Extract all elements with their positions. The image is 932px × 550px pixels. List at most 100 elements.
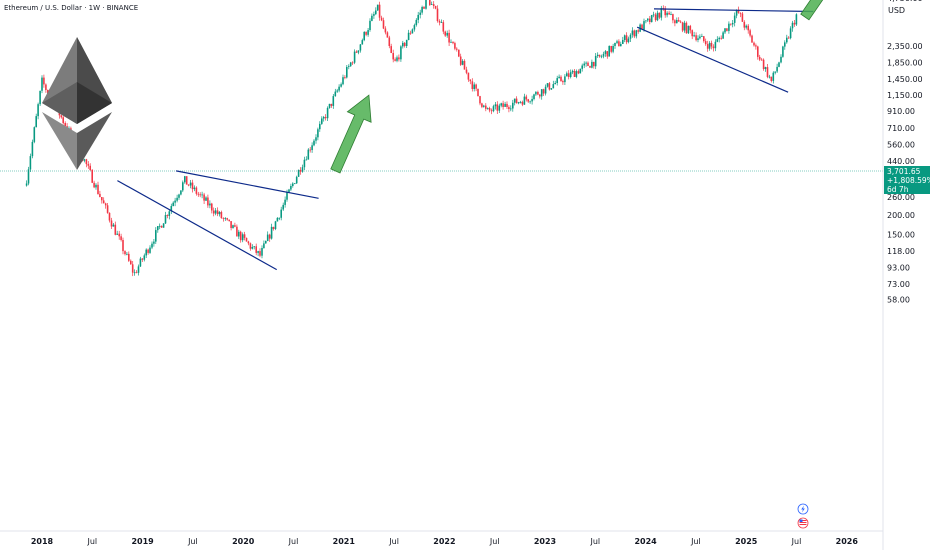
candle-body — [438, 21, 441, 23]
candle-body — [666, 12, 668, 16]
candle-body — [305, 159, 308, 161]
candle-body — [575, 71, 578, 77]
time-tick-label: Jul — [187, 537, 198, 546]
price-axis[interactable]: 22,000.0017,000.0013,000.0010,000.007,60… — [887, 0, 928, 305]
candle-body — [168, 211, 171, 216]
candle-body — [546, 83, 549, 87]
candle-body — [770, 76, 773, 81]
candle-body — [153, 241, 155, 244]
time-tick-label: 2026 — [836, 537, 859, 546]
candle-body — [216, 210, 219, 215]
time-axis[interactable]: 2018 Jul 2019 Jul 2020 Jul 2021 Jul 2022 Jul 2023 J… — [31, 537, 858, 546]
candle-body — [627, 38, 630, 43]
candle-body — [681, 22, 684, 31]
candle-body — [124, 251, 126, 255]
candle-body — [390, 46, 392, 53]
candle-body — [716, 39, 719, 42]
candle-body — [209, 203, 211, 206]
candle-body — [459, 56, 462, 65]
candle-body — [187, 184, 190, 186]
candle-body — [477, 88, 479, 97]
candle-body — [294, 183, 296, 185]
time-tick-label: Jul — [288, 537, 299, 546]
candle-body — [261, 248, 263, 256]
candle-body — [448, 32, 450, 43]
us-flag-icon[interactable] — [797, 517, 809, 529]
candle-body — [340, 84, 342, 87]
candle-body — [695, 35, 697, 41]
candle-body — [564, 76, 566, 83]
candle-body — [60, 115, 63, 118]
candle-body — [556, 78, 558, 83]
trendline[interactable] — [117, 180, 277, 271]
candle-body — [93, 182, 95, 188]
candle-body — [403, 42, 406, 46]
candle-body — [531, 99, 533, 102]
time-tick-label: 2018 — [31, 537, 54, 546]
candle-body — [351, 62, 354, 64]
candle-body — [488, 108, 491, 111]
candle-body — [786, 37, 788, 43]
candle-body — [668, 12, 670, 15]
candle-body — [110, 220, 113, 227]
candle-body — [245, 237, 248, 242]
candle-body — [604, 51, 607, 54]
candle-body — [344, 77, 346, 78]
price-tick-label: 1,450.00 — [887, 75, 923, 84]
candle-body — [114, 224, 117, 235]
candle-body — [255, 246, 257, 253]
price-tick-label: 73.00 — [887, 280, 910, 289]
trendline[interactable] — [653, 8, 814, 13]
arrow-up[interactable] — [330, 94, 372, 174]
candle-body — [266, 234, 269, 241]
candle-body — [506, 103, 508, 107]
candle-body — [203, 194, 205, 201]
trendline[interactable] — [175, 170, 319, 199]
candle-body — [461, 60, 464, 65]
candle-body — [471, 81, 474, 89]
currency-label[interactable]: USD — [888, 5, 906, 15]
candle-body — [218, 212, 221, 215]
candle-body — [600, 56, 603, 58]
lightning-icon[interactable] — [797, 503, 809, 515]
candle-body — [226, 218, 228, 220]
candle-body — [411, 29, 414, 34]
candle-body — [429, 0, 431, 5]
candle-body — [745, 25, 747, 28]
candle-body — [137, 266, 140, 273]
candle-body — [710, 42, 713, 47]
candle-body — [158, 225, 161, 227]
candle-body — [593, 61, 595, 67]
candle-body — [523, 96, 526, 105]
candle-body — [658, 12, 661, 18]
candle-body — [292, 183, 294, 186]
candle-body — [35, 116, 37, 128]
candle-body — [722, 32, 724, 39]
candle-body — [419, 12, 421, 15]
candle-body — [733, 15, 736, 23]
candle-body — [139, 258, 142, 267]
candle-body — [573, 70, 576, 77]
time-tick-label: Jul — [489, 537, 500, 546]
candle-body — [43, 77, 45, 85]
candle-body — [330, 103, 333, 106]
price-tick-label: 910.00 — [887, 107, 915, 116]
candle-body — [618, 41, 620, 47]
candle-body — [280, 209, 282, 218]
arrow-up[interactable] — [800, 0, 864, 21]
candle-body — [317, 129, 319, 138]
candle-body — [567, 73, 570, 77]
candle-body — [772, 72, 775, 81]
annotations — [117, 0, 864, 271]
time-tick-label: Jul — [791, 537, 802, 546]
candle-body — [654, 14, 657, 21]
trendline[interactable] — [636, 26, 789, 93]
price-tick-label: 150.00 — [887, 231, 915, 240]
candle-body — [334, 91, 337, 97]
candle-body — [228, 219, 230, 222]
candle-body — [367, 30, 369, 35]
candle-body — [739, 12, 742, 14]
candle-body — [637, 30, 639, 32]
candle-body — [259, 251, 261, 256]
